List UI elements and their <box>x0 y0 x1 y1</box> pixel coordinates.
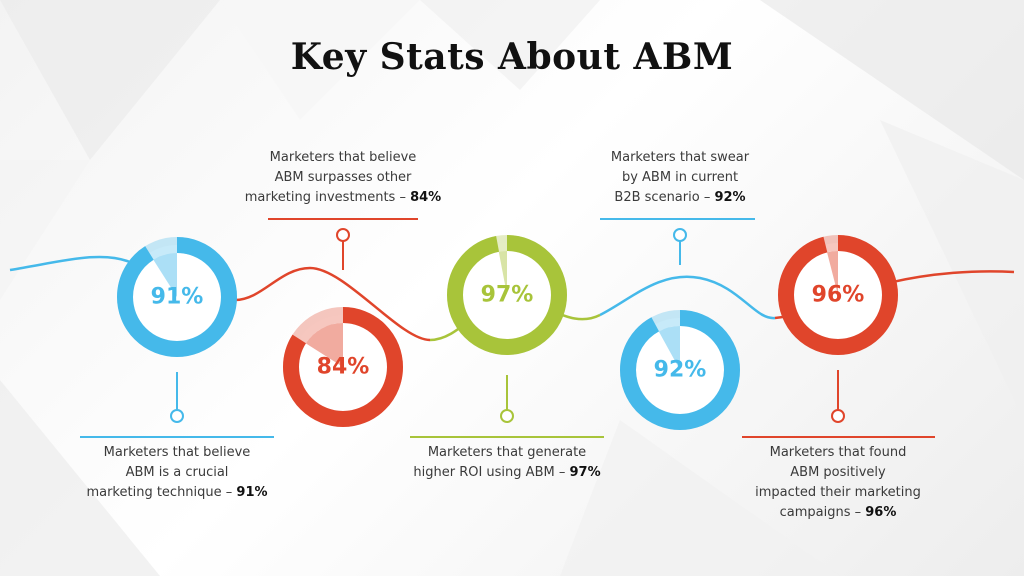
caption-line: impacted their marketing <box>755 485 921 500</box>
donut-label: 91% <box>151 285 204 310</box>
wave-segment-4 <box>599 275 776 320</box>
caption-percent: 84% <box>410 190 442 205</box>
caption-stat-1: Marketers that believe ABM is a crucial … <box>62 443 292 503</box>
caption-line: ABM is a crucial <box>125 465 229 480</box>
donut-arc <box>283 307 403 427</box>
donut-remainder-wedge <box>827 251 838 295</box>
caption-line: higher ROI using ABM – <box>413 465 566 480</box>
caption-stat-4: Marketers that swear by ABM in current B… <box>565 148 795 208</box>
donut-arc <box>447 235 567 355</box>
caption-stat-5: Marketers that found ABM positively impa… <box>718 443 958 523</box>
caption-line: ABM surpasses other <box>274 170 412 185</box>
donut-arc <box>117 237 237 357</box>
caption-percent: 92% <box>714 190 746 205</box>
caption-stat-3: Marketers that generate higher ROI using… <box>392 443 622 483</box>
donut-stat-1: 91% <box>117 237 237 357</box>
donut-remainder-wedge <box>153 253 177 297</box>
caption-stat-2: Marketers that believe ABM surpasses oth… <box>223 148 463 208</box>
donut-stat-5: 96% <box>778 235 898 355</box>
donut-remainder-wedge <box>658 326 680 370</box>
donut-stat-3: 97% <box>447 235 567 355</box>
caption-line: by ABM in current <box>621 170 739 185</box>
connector-5 <box>742 370 935 438</box>
caption-line: Marketers that swear <box>610 150 750 165</box>
caption-line: campaigns – <box>779 505 862 520</box>
caption-percent: 91% <box>236 485 268 500</box>
connector-1 <box>80 372 274 438</box>
caption-line: Marketers that generate <box>427 445 587 460</box>
donut-remainder-wedge <box>305 323 343 367</box>
connector-2 <box>268 218 418 270</box>
wave-segment-2 <box>234 266 431 342</box>
caption-percent: 97% <box>569 465 601 480</box>
caption-line: marketing investments – <box>244 190 406 205</box>
donut-stat-2: 84% <box>283 307 403 427</box>
caption-line: marketing technique – <box>86 485 233 500</box>
donut-stat-4: 92% <box>620 310 740 430</box>
donut-label: 97% <box>481 283 534 308</box>
page-title: Key Stats About ABM <box>290 36 734 78</box>
caption-line: B2B scenario – <box>614 190 711 205</box>
connector-3 <box>410 375 604 438</box>
donut-label: 96% <box>812 283 865 308</box>
caption-line: Marketers that found <box>769 445 907 460</box>
caption-line: Marketers that believe <box>103 445 251 460</box>
donut-arc <box>778 235 898 355</box>
caption-percent: 96% <box>865 505 897 520</box>
connector-4 <box>600 218 755 265</box>
caption-line: Marketers that believe <box>269 150 417 165</box>
caption-line: ABM positively <box>790 465 886 480</box>
donut-label: 84% <box>317 355 370 380</box>
donut-label: 92% <box>654 358 707 383</box>
donut-arc <box>620 310 740 430</box>
donut-remainder-wedge <box>498 251 507 295</box>
